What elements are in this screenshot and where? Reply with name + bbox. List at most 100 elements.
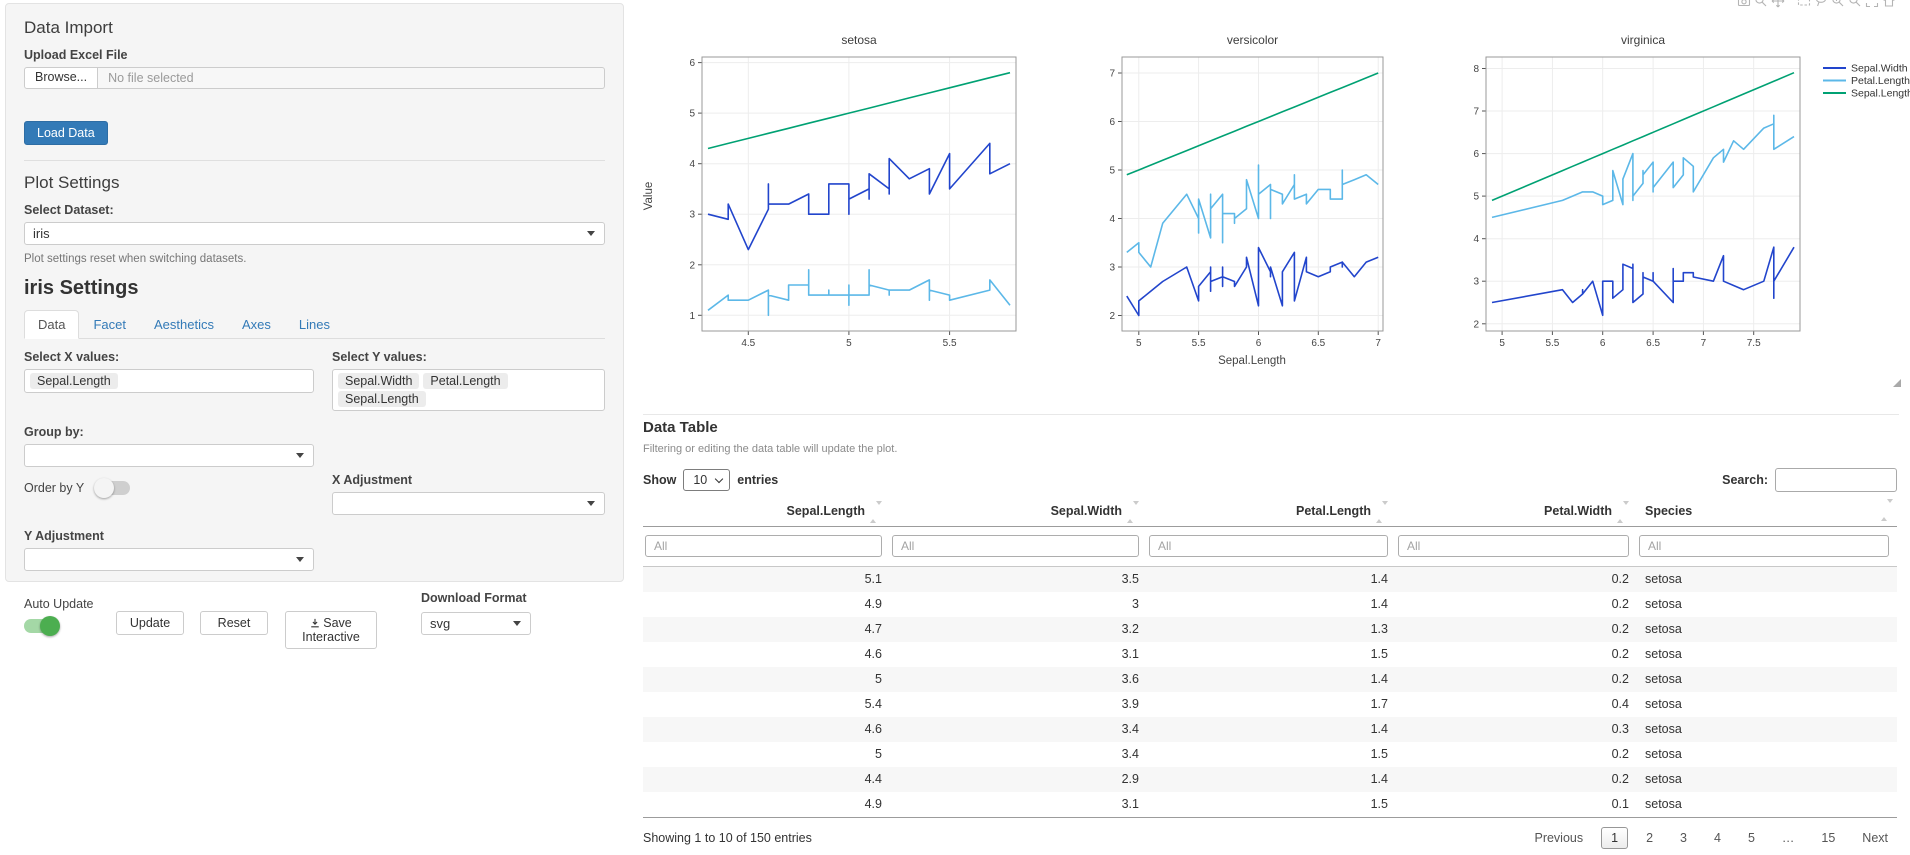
value-tag[interactable]: Sepal.Length	[30, 373, 118, 389]
column-header-sepal.width[interactable]: Sepal.Width	[890, 500, 1147, 527]
pagination-page-15[interactable]: 15	[1821, 830, 1836, 845]
pagination-page-5[interactable]: 5	[1747, 830, 1755, 845]
plot-settings-title: Plot Settings	[24, 173, 120, 192]
table-cell: 1.4	[1370, 772, 1388, 787]
y-adjustment-select[interactable]	[24, 548, 314, 571]
value-tag[interactable]: Petal.Length	[423, 373, 508, 389]
tab-axes[interactable]: Axes	[241, 317, 271, 332]
table-row[interactable]: 4.6 3.4 1.4 0.3 setosa	[643, 716, 1897, 742]
iris-data-table: Sepal.Length Sepal.Width Petal.Length Petal…	[643, 498, 1897, 818]
zoom-in-icon[interactable]	[1831, 0, 1845, 8]
table-row[interactable]: 4.4 2.9 1.4 0.2 setosa	[643, 766, 1897, 792]
box-select-icon[interactable]	[1797, 0, 1811, 8]
zoom-icon[interactable]	[1754, 0, 1768, 8]
table-cell: setosa	[1645, 597, 1682, 612]
svg-text:3: 3	[689, 210, 695, 221]
table-row[interactable]: 5.4 3.9 1.7 0.4 setosa	[643, 692, 1897, 717]
pagination-previous[interactable]: Previous	[1534, 830, 1584, 845]
pagination-page-3[interactable]: 3	[1680, 830, 1687, 845]
svg-text:6: 6	[1600, 338, 1606, 349]
search-input[interactable]	[1775, 468, 1897, 492]
facet-title: versicolor	[1227, 33, 1278, 47]
tab-aesthetics[interactable]: Aesthetics	[153, 317, 214, 332]
pagination-page-2[interactable]: 2	[1646, 830, 1654, 845]
x-adjustment-select[interactable]	[332, 492, 605, 515]
column-filter-input[interactable]	[892, 534, 1139, 557]
table-row[interactable]: 4.9 3 1.4 0.2 setosa	[643, 592, 1897, 617]
table-row[interactable]: 5.1 3.5 1.4 0.2 setosa	[643, 566, 1897, 592]
pan-icon[interactable]	[1771, 0, 1785, 8]
tab-data[interactable]: Data	[24, 310, 80, 339]
column-filter-input[interactable]	[645, 534, 882, 557]
facet-virginica[interactable]: 5 5.5 6 6.5 7 7.5 2 3 4 5 6 7 8 virginica	[1473, 33, 1801, 349]
table-row[interactable]: 4.7 3.2 1.3 0.2 setosa	[643, 616, 1897, 642]
tab-lines[interactable]: Lines	[298, 317, 330, 332]
pagination-page-4[interactable]: 4	[1713, 830, 1721, 845]
column-filter-input[interactable]	[1639, 534, 1889, 557]
table-cell: 0.2	[1611, 772, 1629, 787]
settings-sidebar: Data Import Upload Excel File Browse... …	[5, 3, 624, 649]
download-format-select[interactable]: svg	[421, 612, 531, 635]
series-line-Sepal.Length	[1491, 71, 1795, 202]
series-line-Sepal.Width	[707, 142, 1011, 251]
tab-facet[interactable]: Facet	[93, 317, 126, 332]
table-cell: setosa	[1645, 747, 1682, 762]
file-input[interactable]: Browse... No file selected	[24, 67, 605, 89]
column-filter-input[interactable]	[1149, 534, 1388, 557]
column-header-petal.width[interactable]: Petal.Width	[1396, 500, 1637, 527]
table-cell: 1.7	[1370, 697, 1388, 712]
load-data-button[interactable]: Load Data	[24, 121, 108, 145]
zoom-out-icon[interactable]	[1848, 0, 1862, 8]
camera-icon[interactable]	[1737, 0, 1751, 8]
series-line-Petal.Length	[707, 268, 1011, 317]
plot-table-divider	[643, 414, 1899, 415]
table-row[interactable]: 5 3.6 1.4 0.2 setosa	[643, 666, 1897, 692]
update-button[interactable]: Update	[116, 611, 184, 635]
plot-canvas[interactable]: 4.5 5 5.5 1 2 3 4 5 6 setosa 5 5.5 6 6.5 7 2 3 4 5 6 7 versic…	[640, 0, 1910, 400]
column-header-petal.length[interactable]: Petal.Length	[1147, 500, 1396, 527]
table-cell: 5.1	[864, 572, 882, 587]
value-tag[interactable]: Sepal.Width	[338, 373, 420, 389]
value-tag[interactable]: Sepal.Length	[338, 391, 426, 407]
plot-resize-grip[interactable]	[1893, 379, 1901, 387]
table-cell: setosa	[1645, 622, 1682, 637]
browse-button[interactable]: Browse...	[24, 67, 99, 89]
svg-text:4: 4	[1109, 214, 1115, 225]
download-icon	[311, 618, 319, 628]
x-values-input[interactable]: Sepal.Length	[24, 369, 314, 393]
auto-update-toggle[interactable]	[24, 616, 60, 636]
table-cell: 0.2	[1611, 572, 1629, 587]
table-cell: 3.4	[1121, 722, 1139, 737]
column-header-species[interactable]: Species	[1637, 498, 1897, 527]
dataset-select[interactable]: iris	[24, 222, 605, 245]
pagination-page-1[interactable]: 1	[1601, 826, 1629, 849]
table-cell: 0.2	[1611, 647, 1629, 662]
table-cell: 0.2	[1611, 597, 1629, 612]
page-length-select[interactable]: 10	[683, 469, 731, 491]
table-cell: 0.2	[1611, 747, 1629, 762]
reset-axes-icon[interactable]	[1882, 0, 1896, 8]
table-row[interactable]: 5 3.4 1.5 0.2 setosa	[643, 742, 1897, 767]
column-filter-input[interactable]	[1398, 534, 1629, 557]
table-row[interactable]: 4.6 3.1 1.5 0.2 setosa	[643, 642, 1897, 667]
table-cell: 4.9	[643, 791, 890, 818]
table-cell: 5	[875, 747, 882, 762]
table-row[interactable]: 4.9 3.1 1.5 0.1 setosa	[643, 791, 1897, 818]
pagination-page-…[interactable]: …	[1781, 830, 1795, 845]
svg-text:5: 5	[689, 109, 695, 120]
y-values-input[interactable]: Sepal.Width Petal.Length Sepal.Length	[332, 369, 605, 411]
svg-text:7: 7	[1109, 69, 1115, 80]
order-by-y-toggle[interactable]	[94, 478, 131, 498]
column-header-sepal.length[interactable]: Sepal.Length	[643, 500, 890, 527]
group-by-select[interactable]	[24, 444, 314, 467]
facet-versicolor[interactable]: 5 5.5 6 6.5 7 2 3 4 5 6 7 versicolor	[1109, 33, 1384, 349]
reset-button[interactable]: Reset	[200, 611, 268, 635]
svg-text:7: 7	[1473, 107, 1479, 118]
lasso-select-icon[interactable]	[1814, 0, 1828, 8]
table-cell: 5.4	[864, 697, 882, 712]
pagination-next[interactable]: Next	[1862, 830, 1888, 845]
facet-setosa[interactable]: 4.5 5 5.5 1 2 3 4 5 6 setosa	[689, 33, 1017, 349]
search-label: Search:	[1722, 473, 1768, 487]
save-interactive-button[interactable]: Save Interactive	[285, 611, 377, 649]
